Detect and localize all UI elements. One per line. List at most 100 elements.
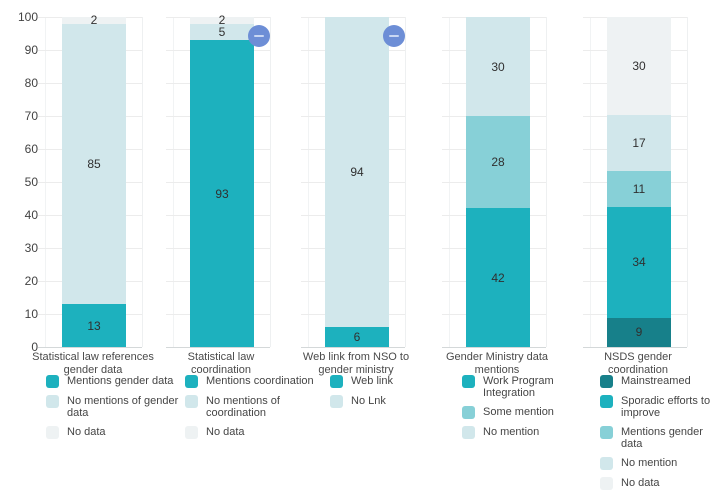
bar-segment[interactable]: 30 xyxy=(466,17,530,117)
legend-label: No mention xyxy=(483,426,540,438)
legend-swatch xyxy=(185,375,198,388)
bar-segment[interactable]: 2 xyxy=(190,13,254,28)
legend-swatch xyxy=(462,375,475,388)
legend-item[interactable]: Mentions gender data xyxy=(600,426,721,450)
legend-swatch xyxy=(185,395,198,408)
bar-segment[interactable]: 11 xyxy=(607,170,671,207)
legend-label: No data xyxy=(206,426,245,438)
legend-swatch xyxy=(46,375,59,388)
legend-label: Web link xyxy=(351,375,393,387)
legend-item[interactable]: No data xyxy=(600,477,721,490)
legend-swatch xyxy=(185,426,198,439)
legend-label: No mentions of gender data xyxy=(67,395,179,419)
legend-item[interactable]: Some mention xyxy=(462,406,554,419)
y-axis-label: 20 xyxy=(24,274,38,288)
stacked-bar: 6 94 xyxy=(325,17,389,347)
legend-item[interactable]: Mainstreamed xyxy=(600,375,721,388)
bar-segment[interactable]: 13 xyxy=(62,304,126,347)
y-axis-label: 0 xyxy=(31,340,38,354)
plot-area: 6 94 xyxy=(301,17,406,348)
stacked-bar: 9 34 11 17 30 xyxy=(607,17,671,347)
bar-segment[interactable]: 34 xyxy=(607,206,671,318)
legend-item[interactable]: No Lnk xyxy=(330,395,393,408)
value-label: 93 xyxy=(215,186,229,201)
legend-swatch xyxy=(462,426,475,439)
y-axis-label: 70 xyxy=(24,109,38,123)
legend-label: Some mention xyxy=(483,406,554,418)
value-label: 34 xyxy=(632,255,646,270)
value-label: 9 xyxy=(635,325,643,340)
legend-item[interactable]: No mention xyxy=(462,426,554,439)
legend-swatch xyxy=(600,457,613,470)
bar-segment[interactable]: 9 xyxy=(607,317,671,347)
value-label: 30 xyxy=(632,59,646,74)
chart-title: Gender Ministry data mentions xyxy=(445,351,549,376)
bar-segment[interactable]: 2 xyxy=(62,14,126,26)
bar-segment[interactable]: 5 xyxy=(190,23,254,41)
plot-area: 93 5 2 xyxy=(166,13,271,348)
bar-segment[interactable]: 6 xyxy=(325,327,389,347)
legend-label: Mainstreamed xyxy=(621,375,691,387)
value-label: 6 xyxy=(353,330,361,345)
plot-area: 42 28 30 xyxy=(442,17,547,348)
legend-swatch xyxy=(600,477,613,490)
value-label: 28 xyxy=(491,155,505,170)
minus-badge-button[interactable] xyxy=(248,25,270,47)
x-axis-line xyxy=(38,347,142,348)
chart-title: Statistical law references gender data xyxy=(32,351,154,376)
minus-icon xyxy=(254,35,264,37)
stacked-bar-small-multiples: 100 90 80 70 60 50 40 30 20 10 0 13 85 2 Statistical l… xyxy=(17,10,711,490)
legend-label: No data xyxy=(67,426,106,438)
legend: Mainstreamed Sporadic efforts to improve M… xyxy=(600,375,721,497)
legend: Web link No Lnk xyxy=(330,375,393,415)
value-label: 13 xyxy=(87,318,101,333)
legend-item[interactable]: Mentions gender data xyxy=(46,375,178,388)
legend-swatch xyxy=(46,426,59,439)
bar-segment[interactable]: 42 xyxy=(466,208,530,347)
y-axis-label: 30 xyxy=(24,241,38,255)
legend-item[interactable]: Web link xyxy=(330,375,393,388)
legend-item[interactable]: No mention xyxy=(600,457,721,470)
y-axis-label: 40 xyxy=(24,208,38,222)
legend-swatch xyxy=(46,395,59,408)
legend-swatch xyxy=(330,395,343,408)
legend-label: No mention xyxy=(621,457,678,469)
chart-title: NSDS gender coordination xyxy=(604,351,672,376)
value-label: 5 xyxy=(218,24,226,39)
y-axis-label: 50 xyxy=(24,175,38,189)
bar-segment[interactable]: 17 xyxy=(607,115,671,171)
value-label: 30 xyxy=(491,59,505,74)
minus-badge-button[interactable] xyxy=(383,25,405,47)
value-label: 11 xyxy=(632,181,646,196)
bar-segment[interactable]: 93 xyxy=(190,40,254,347)
value-label: 2 xyxy=(218,13,226,28)
legend: Mentions gender data No mentions of gende… xyxy=(46,375,178,446)
legend-item[interactable]: Mentions coordination xyxy=(185,375,314,388)
plot-area: 13 85 2 xyxy=(38,14,143,348)
chart-title: Web link from NSO to gender ministry xyxy=(302,351,410,376)
legend-item[interactable]: Sporadic efforts to improve xyxy=(600,395,721,419)
value-label: 17 xyxy=(632,135,646,150)
value-label: 42 xyxy=(491,270,505,285)
legend: Work Program Integration Some mention No m… xyxy=(462,375,554,446)
legend-swatch xyxy=(462,406,475,419)
stacked-bar: 42 28 30 xyxy=(466,17,530,347)
bar-segment[interactable]: 85 xyxy=(62,23,126,305)
legend-item[interactable]: No mentions of gender data xyxy=(46,395,178,419)
legend-item[interactable]: No mentions of coordination xyxy=(185,395,314,419)
y-axis-label: 10 xyxy=(24,307,38,321)
legend-label: Work Program Integration xyxy=(483,375,554,399)
x-axis-line xyxy=(301,347,405,348)
legend-label: No mentions of coordination xyxy=(206,395,280,419)
legend-label: Mentions gender data xyxy=(621,426,703,450)
legend-swatch xyxy=(330,375,343,388)
bar-segment[interactable]: 94 xyxy=(325,17,389,328)
bar-segment[interactable]: 30 xyxy=(607,17,671,116)
legend-item[interactable]: No data xyxy=(46,426,178,439)
legend-item[interactable]: No data xyxy=(185,426,314,439)
y-axis-label: 60 xyxy=(24,142,38,156)
legend-item[interactable]: Work Program Integration xyxy=(462,375,554,399)
y-axis-label: 100 xyxy=(17,10,38,24)
y-axis-label: 80 xyxy=(24,76,38,90)
bar-segment[interactable]: 28 xyxy=(466,116,530,209)
